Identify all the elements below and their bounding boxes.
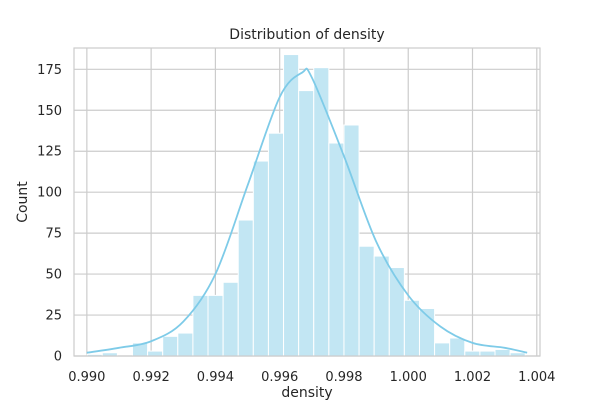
ticks-layer: 0.990 0.992 0.994 0.996 0.998 1.000 1.002 1.004… bbox=[37, 63, 555, 385]
frame-layer bbox=[73, 47, 541, 357]
kde-curve bbox=[86, 67, 528, 354]
x-axis-label: density bbox=[281, 385, 332, 400]
y-tick-label: 150 bbox=[37, 104, 62, 119]
y-tick-label: 125 bbox=[37, 145, 62, 160]
x-tick-label: 0.992 bbox=[133, 370, 170, 385]
histogram-bar bbox=[237, 219, 254, 357]
plot-frame bbox=[73, 47, 541, 357]
histogram-bar bbox=[479, 350, 496, 357]
bars-layer bbox=[86, 54, 526, 357]
histogram-bar bbox=[464, 350, 481, 357]
chart-title: Distribution of density bbox=[229, 27, 384, 43]
histogram-bar bbox=[373, 255, 390, 357]
histogram-bar bbox=[222, 281, 239, 357]
y-tick-label: 25 bbox=[45, 309, 62, 324]
histogram-bar bbox=[449, 337, 466, 357]
histogram-bar bbox=[358, 245, 375, 357]
histogram-bar bbox=[252, 160, 269, 357]
y-axis-label: Count bbox=[15, 181, 31, 223]
histogram-bar bbox=[298, 90, 315, 357]
histogram-bar bbox=[147, 350, 164, 357]
x-tick-label: 1.002 bbox=[454, 370, 491, 385]
y-tick-label: 75 bbox=[45, 227, 62, 242]
histogram-bar bbox=[207, 294, 224, 357]
x-tick-label: 1.004 bbox=[518, 370, 555, 385]
x-tick-label: 0.996 bbox=[261, 370, 298, 385]
histogram-bar bbox=[177, 332, 194, 357]
histogram-bar bbox=[434, 342, 451, 357]
x-tick-label: 0.990 bbox=[68, 370, 105, 385]
kde-layer bbox=[86, 67, 528, 354]
histogram-bar bbox=[267, 132, 285, 357]
histogram-bar bbox=[162, 335, 179, 357]
x-tick-label: 0.998 bbox=[325, 370, 362, 385]
histogram-bar bbox=[388, 267, 405, 357]
y-tick-label: 50 bbox=[45, 268, 62, 283]
y-tick-label: 0 bbox=[54, 350, 62, 365]
histogram-bar bbox=[283, 54, 300, 357]
x-tick-label: 1.000 bbox=[390, 370, 427, 385]
y-tick-label: 100 bbox=[37, 186, 62, 201]
histogram-bar bbox=[494, 348, 511, 357]
histogram-bar bbox=[403, 299, 420, 357]
histogram-bar bbox=[192, 294, 209, 357]
y-tick-label: 175 bbox=[37, 63, 62, 78]
histogram-bar bbox=[328, 142, 345, 357]
x-tick-label: 0.994 bbox=[197, 370, 234, 385]
